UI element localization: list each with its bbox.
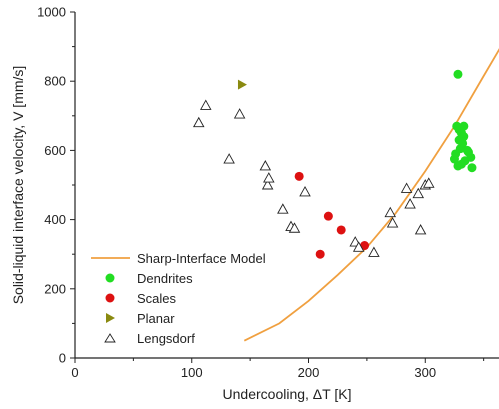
lengsdorf-point <box>261 179 274 190</box>
dendrite-point <box>467 163 477 173</box>
lengsdorf-point <box>412 187 425 199</box>
legend-item-model: Sharp-Interface Model <box>91 251 266 266</box>
dendrite-point <box>466 152 476 162</box>
lengsdorf-point <box>223 153 235 164</box>
scale-point <box>336 225 346 235</box>
y-axis-title: Solid-liquid interface velocity, V [mm/s… <box>10 66 26 305</box>
legend-dendrites-swatch <box>105 273 115 283</box>
lengsdorf-point <box>192 116 205 128</box>
legend: Sharp-Interface Model Dendrites Scales P… <box>91 251 266 346</box>
legend-scales-label: Scales <box>137 291 177 306</box>
legend-lengsdorf-swatch <box>104 333 116 343</box>
lengsdorf-point <box>352 241 365 252</box>
legend-item-planar: Planar <box>106 311 175 326</box>
scale-point <box>315 249 325 259</box>
scale-point <box>294 171 304 181</box>
x-tick-label: 200 <box>298 365 320 380</box>
lengsdorf-point <box>263 172 275 183</box>
legend-model-label: Sharp-Interface Model <box>137 251 266 266</box>
lengsdorf-point <box>404 198 416 209</box>
lengsdorf-point <box>368 246 380 257</box>
y-tick-label: 600 <box>44 143 66 158</box>
dendrite-point <box>459 121 469 131</box>
legend-item-scales: Scales <box>105 291 177 306</box>
y-tick-label: 800 <box>44 74 66 89</box>
lengsdorf-point <box>288 222 301 233</box>
legend-planar-label: Planar <box>137 311 175 326</box>
planar-point <box>237 79 247 90</box>
dendrite-point <box>462 145 472 155</box>
y-tick-label: 0 <box>59 351 66 366</box>
x-tick-label: 100 <box>181 365 203 380</box>
lengsdorf-point <box>386 217 399 228</box>
dendrite-point <box>449 154 459 164</box>
lengsdorf-point <box>299 185 311 197</box>
y-tick-label: 200 <box>44 281 66 296</box>
scale-point <box>323 211 333 221</box>
scale-point <box>360 241 370 251</box>
x-tick-label: 300 <box>414 365 436 380</box>
y-tick-label: 400 <box>44 212 66 227</box>
lengsdorf-point <box>277 203 289 214</box>
legend-planar-swatch <box>106 313 115 323</box>
x-axis-title: Undercooling, ΔT [K] <box>223 386 352 402</box>
x-tick-label: 0 <box>71 365 78 380</box>
lengsdorf-point <box>259 160 272 171</box>
legend-scales-swatch <box>105 293 115 303</box>
dendrite-point <box>453 69 463 79</box>
lengsdorf-point <box>384 206 397 218</box>
legend-item-dendrites: Dendrites <box>105 271 193 286</box>
y-tick-label: 1000 <box>37 5 66 20</box>
legend-dendrites-label: Dendrites <box>137 271 193 286</box>
lengsdorf-point <box>423 177 435 188</box>
legend-item-lengsdorf: Lengsdorf <box>104 331 195 346</box>
lengsdorf-point <box>233 108 246 119</box>
legend-lengsdorf-label: Lengsdorf <box>137 331 195 346</box>
lengsdorf-point <box>414 224 427 235</box>
dendrite-point <box>454 135 464 145</box>
lengsdorf-point <box>400 182 413 193</box>
model-curve <box>243 48 499 342</box>
lengsdorf-point <box>200 99 212 110</box>
